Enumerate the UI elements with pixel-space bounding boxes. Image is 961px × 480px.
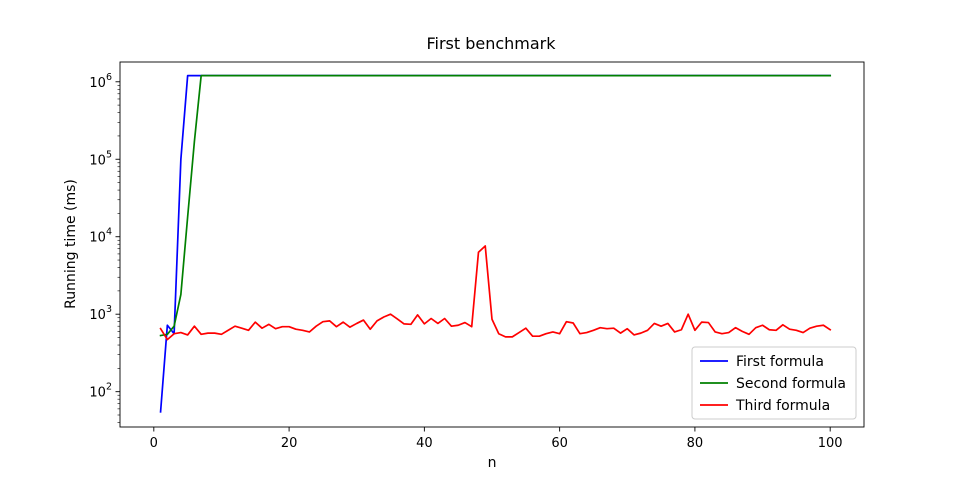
x-tick-label: 0	[150, 436, 158, 451]
y-tick-label: 104	[89, 227, 112, 246]
y-tick-label-base: 10	[89, 231, 106, 246]
y-tick-label-base: 10	[89, 76, 106, 91]
series-line-second-formula	[159, 74, 832, 337]
y-tick-label: 105	[89, 149, 112, 168]
legend-label-third-formula: Third formula	[735, 398, 830, 414]
series-group	[159, 74, 832, 413]
legend: First formula Second formula Third formula	[691, 346, 857, 420]
legend-label-second-formula: Second formula	[736, 376, 846, 392]
y-tick-label-exponent: 5	[106, 149, 112, 160]
x-tick-label: 100	[818, 436, 843, 451]
x-tick-label: 20	[281, 436, 298, 451]
y-tick-label-base: 10	[89, 386, 106, 401]
y-axis-label: Running time (ms)	[63, 179, 79, 309]
y-tick-label-base: 10	[89, 308, 106, 323]
series-line-third-formula	[159, 245, 832, 341]
legend-box	[691, 346, 857, 420]
y-tick-label-exponent: 4	[106, 227, 112, 238]
chart-title: First benchmark	[426, 34, 556, 53]
x-axis-label: n	[488, 455, 497, 471]
y-tick-label-exponent: 3	[106, 304, 112, 315]
y-tick-label-exponent: 6	[106, 72, 112, 83]
legend-label-first-formula: First formula	[736, 354, 824, 370]
y-tick-label: 106	[89, 72, 112, 91]
x-axis: 0 20 40 60 80 100	[150, 427, 843, 451]
x-tick-label: 80	[687, 436, 704, 451]
y-tick-label: 102	[89, 382, 112, 401]
x-tick-label: 40	[416, 436, 433, 451]
y-tick-label-base: 10	[89, 153, 106, 168]
y-tick-label-exponent: 2	[106, 382, 112, 393]
y-tick-label: 103	[89, 304, 112, 323]
x-tick-label: 60	[551, 436, 568, 451]
